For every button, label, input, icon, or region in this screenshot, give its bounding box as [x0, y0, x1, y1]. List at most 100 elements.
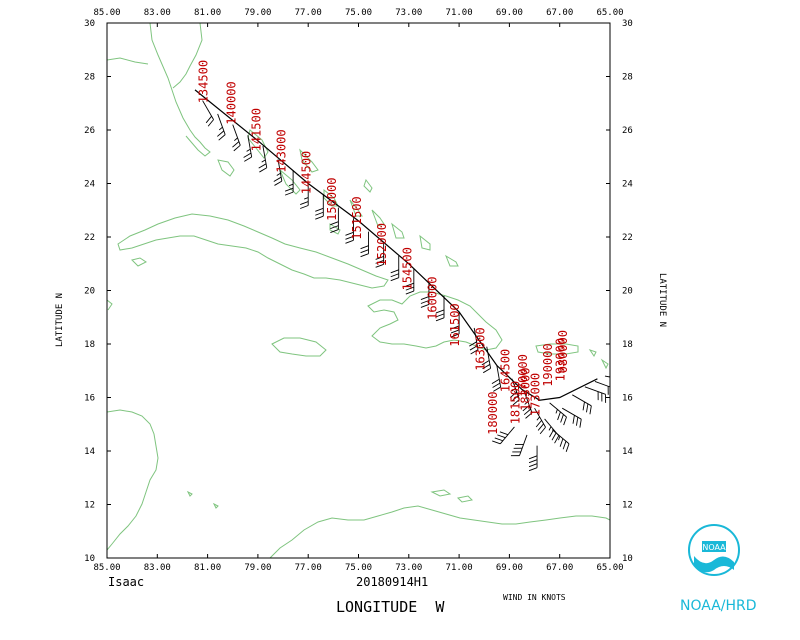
wind-barb	[534, 407, 546, 435]
x-axis-title: LONGITUDE W	[336, 598, 445, 616]
lat-tick-label-right: 30	[622, 19, 633, 29]
central-america-coast	[107, 409, 159, 551]
noaa-badge-text: NOAA	[702, 543, 726, 552]
lat-tick-label-left: 28	[84, 73, 95, 83]
wind-barb	[510, 434, 528, 457]
lat-tick-label-left: 24	[84, 180, 95, 190]
time-label: 151500	[350, 196, 364, 239]
yucatan-coast	[107, 299, 113, 311]
lat-tick-label-left: 30	[84, 19, 95, 29]
time-label: 181500	[509, 381, 523, 424]
lat-tick-label-left: 18	[84, 340, 95, 350]
time-labels: 134500 140000 141500 143000 144500 150000 1515…	[197, 60, 571, 435]
wind-barb	[273, 159, 283, 186]
lat-tick-label-right: 18	[622, 340, 633, 350]
lat-tick-label-right: 14	[622, 447, 633, 457]
wind-barb	[390, 255, 400, 282]
lon-tick-label-bottom: 83.00	[144, 563, 171, 573]
lon-tick-label-top: 85.00	[93, 8, 120, 18]
lon-tick-label-bottom: 65.00	[596, 563, 623, 573]
lat-tick-label-right: 28	[622, 73, 633, 83]
lon-tick-label-top: 77.00	[295, 8, 322, 18]
time-label: 180000	[486, 392, 500, 435]
lon-tick-label-bottom: 85.00	[93, 563, 120, 573]
time-label: 161500	[448, 303, 462, 346]
lon-tick-label-bottom: 71.00	[446, 563, 473, 573]
noaa-logo: NOAA	[688, 524, 740, 576]
wind-barb	[217, 113, 226, 141]
lat-tick-label-right: 22	[622, 233, 633, 243]
south-america-coast	[269, 505, 610, 558]
wind-barb	[604, 375, 610, 378]
wind-barb	[232, 124, 241, 152]
lon-tick-label-top: 69.00	[496, 8, 523, 18]
lon-tick-label-top: 83.00	[144, 8, 171, 18]
wind-barb	[243, 135, 253, 162]
storm-name: Isaac	[108, 575, 144, 589]
wind-barb	[420, 282, 430, 308]
noaa-hrd-label: NOAA/HRD	[680, 598, 757, 614]
time-label: 140000	[224, 81, 238, 124]
coastlines	[107, 23, 610, 558]
wind-barb	[572, 394, 592, 415]
wind-barb	[544, 418, 560, 444]
wind-barb	[330, 207, 339, 233]
wind-barb	[481, 346, 492, 374]
bahamas-coast	[217, 129, 459, 267]
lat-tick-label-left: 14	[84, 447, 95, 457]
flight-id: 20180914H1	[356, 575, 428, 589]
time-label: 164500	[498, 349, 512, 392]
florida-coast	[107, 23, 211, 157]
time-label: 143000	[275, 129, 289, 172]
wind-barb	[492, 426, 515, 445]
lat-tick-label-left: 20	[84, 287, 95, 297]
wind-barb	[549, 402, 567, 426]
wind-barbs	[202, 100, 610, 472]
time-label: 154500	[400, 247, 414, 290]
lat-tick-label-right: 24	[622, 180, 633, 190]
wind-barb	[509, 378, 520, 406]
time-label: 134500	[197, 60, 211, 103]
wind-barb	[315, 194, 324, 220]
lon-tick-label-bottom: 81.00	[194, 563, 221, 573]
axis-ticks: 85.00 85.00 83.00 83.00 81.00 81.00 79.00 79.00…	[84, 8, 633, 573]
lat-tick-label-right: 26	[622, 126, 633, 136]
time-label: 150000	[325, 178, 339, 221]
time-label: 183000	[519, 368, 533, 411]
wind-barb	[284, 170, 294, 196]
lon-tick-label-bottom: 67.00	[546, 563, 573, 573]
wind-barb	[522, 391, 533, 419]
lon-tick-label-bottom: 79.00	[244, 563, 271, 573]
wind-barb	[528, 445, 538, 472]
lat-tick-label-right: 16	[622, 394, 633, 404]
y-axis-title-left: LATITUDE N	[55, 293, 65, 347]
puerto-rico-coast	[535, 343, 579, 355]
lon-tick-label-top: 79.00	[244, 8, 271, 18]
wind-units-label: WIND IN KNOTS	[503, 593, 566, 602]
wind-barb	[491, 365, 502, 392]
time-label: 152000	[375, 223, 389, 266]
cuba-coast	[117, 213, 389, 289]
lat-tick-label-left: 10	[84, 554, 95, 564]
time-label: 163000	[473, 327, 487, 370]
y-axis-title-right: LATITUDE N	[657, 273, 667, 327]
wind-barb	[345, 218, 354, 244]
plot-frame	[106, 22, 611, 559]
wind-barb	[360, 231, 370, 258]
wind-barb	[594, 381, 610, 395]
wind-barb	[551, 429, 570, 452]
time-label: 170000	[516, 354, 530, 397]
lon-tick-label-top: 81.00	[194, 8, 221, 18]
lat-tick-label-left: 22	[84, 233, 95, 243]
wind-barb	[435, 295, 445, 322]
lon-tick-label-top: 75.00	[345, 8, 372, 18]
wind-barb	[584, 386, 607, 403]
hispaniola-coast	[367, 291, 503, 351]
wind-barb	[300, 183, 309, 209]
lon-tick-label-bottom: 77.00	[295, 563, 322, 573]
lat-tick-label-left: 16	[84, 394, 95, 404]
lat-tick-label-right: 20	[622, 287, 633, 297]
wind-barb	[561, 407, 582, 428]
wind-barb	[258, 145, 268, 173]
